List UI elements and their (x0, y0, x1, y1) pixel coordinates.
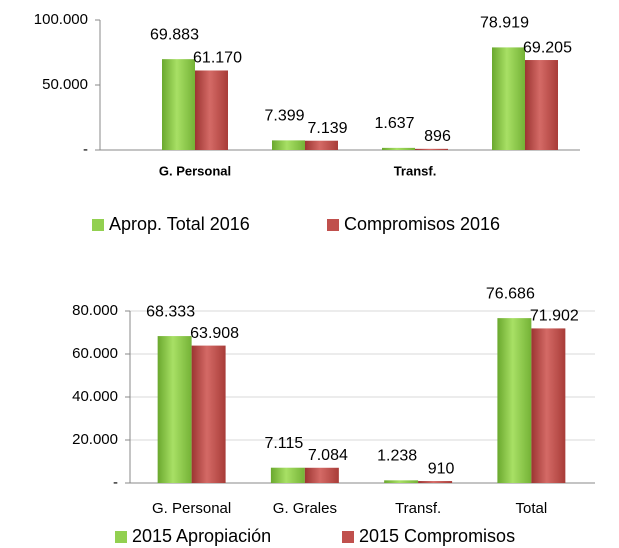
bar (497, 318, 532, 483)
bar (157, 336, 192, 483)
bar (531, 328, 566, 483)
legend-swatch (342, 531, 354, 543)
x-tick-label: Total (516, 500, 548, 517)
y-tick-label: - (113, 474, 118, 491)
x-tick-label: G. Personal (152, 500, 231, 517)
bar (418, 481, 453, 483)
data-label: 76.686 (486, 285, 535, 302)
bar (195, 70, 228, 150)
data-label: 896 (424, 128, 451, 145)
bar (492, 47, 525, 150)
bar (191, 345, 226, 483)
data-label: 78.919 (480, 15, 529, 32)
bar (384, 480, 419, 483)
y-tick-label: 100.000 (34, 11, 88, 28)
bar (162, 59, 195, 150)
legend-label: 2015 Apropiación (132, 526, 271, 546)
data-label: 7.139 (307, 120, 347, 137)
data-label: 1.637 (374, 115, 414, 132)
bar (272, 140, 305, 150)
legend-label: Aprop. Total 2016 (109, 214, 250, 234)
data-label: 63.908 (190, 325, 239, 342)
bar (270, 467, 305, 483)
bar (382, 147, 415, 150)
legend-label: 2015 Compromisos (359, 526, 515, 546)
data-label: 7.084 (308, 447, 348, 464)
x-tick-label: Transf. (395, 500, 441, 517)
y-tick-label: 20.000 (72, 431, 118, 448)
legend-swatch (115, 531, 127, 543)
data-label: 69.205 (523, 39, 572, 56)
bar (305, 140, 338, 150)
y-tick-label: - (83, 141, 88, 158)
data-label: 61.170 (193, 50, 242, 67)
data-label: 910 (428, 460, 455, 477)
legend-swatch (92, 219, 104, 231)
data-label: 7.399 (264, 108, 304, 125)
data-label: 71.902 (530, 308, 579, 325)
legend-swatch (327, 219, 339, 231)
bar (304, 467, 339, 483)
data-label: 7.115 (264, 435, 303, 452)
data-label: 68.333 (146, 303, 195, 320)
data-label: 1.238 (377, 448, 417, 465)
y-tick-label: 80.000 (72, 302, 118, 319)
legend-label: Compromisos 2016 (344, 214, 500, 234)
bar (415, 148, 448, 150)
x-tick-label: G. Grales (273, 500, 337, 517)
y-tick-label: 40.000 (72, 388, 118, 405)
bar (525, 60, 558, 150)
y-tick-label: 50.000 (42, 76, 88, 93)
y-tick-label: 60.000 (72, 345, 118, 362)
x-tick-label: G. Personal (159, 163, 231, 178)
x-tick-label: Transf. (394, 163, 437, 178)
data-label: 69.883 (150, 26, 199, 43)
